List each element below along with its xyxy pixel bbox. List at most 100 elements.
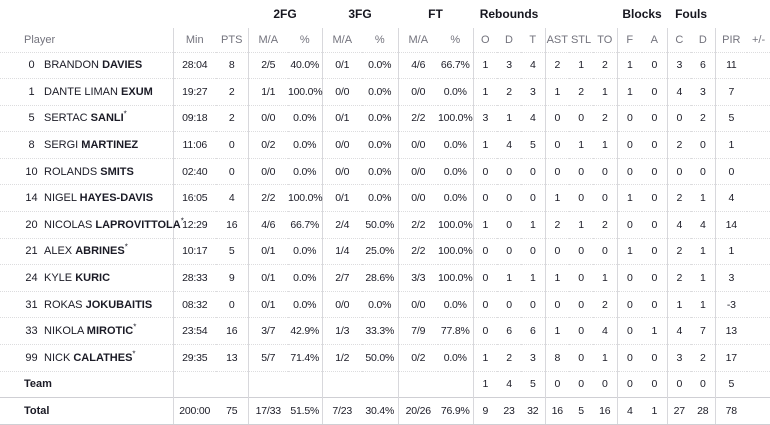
stat-ast: 0 [544, 237, 570, 265]
stat-reb-t: 0 [521, 237, 546, 265]
stat-blk-f: 0 [616, 344, 643, 372]
stat-3fg-pct: 0.0% [362, 104, 398, 132]
stat-ast: 1 [544, 317, 570, 345]
stat-3fg-ma: 2/7 [321, 264, 362, 292]
stat-to: 2 [593, 290, 618, 318]
stat-reb-t: 32 [521, 397, 546, 425]
stat-reb-t: 1 [521, 211, 546, 239]
player-row: 31 ROKAS JOKUBAITIS 08:32 0 0/1 0.0% 0/0 0.0% 0/… [0, 290, 770, 318]
starter-mark: * [124, 242, 128, 252]
stat-2fg-ma [247, 370, 288, 398]
stat-ast: 2 [544, 51, 570, 79]
stat-3fg-pct: 25.0% [362, 237, 398, 265]
stat-3fg-ma: 1/2 [321, 344, 362, 372]
player-name[interactable]: ROKAS JOKUBAITIS [44, 298, 153, 311]
stat-plusminus [747, 184, 770, 212]
stat-reb-t: 6 [521, 317, 546, 345]
player-name[interactable]: BRANDON DAVIES [44, 59, 143, 72]
total-row-label: Total [0, 397, 173, 425]
stat-2fg-pct: 0.0% [288, 104, 322, 132]
col-header-stl: STL [570, 33, 592, 46]
player-number: 31 [25, 298, 38, 311]
stat-reb-d: 1 [497, 104, 522, 132]
stat-reb-o: 1 [472, 131, 498, 159]
group-header-3fg: 3FG [348, 7, 372, 21]
player-number: 0 [28, 59, 35, 72]
stat-ft-ma: 2/2 [397, 104, 438, 132]
stat-reb-d: 0 [497, 157, 522, 185]
stat-reb-t: 0 [521, 157, 546, 185]
stat-foul-d: 28 [691, 397, 716, 425]
player-name[interactable]: NICK CALATHES* [44, 349, 136, 364]
stat-foul-d: 2 [691, 104, 716, 132]
stat-reb-d: 4 [497, 370, 522, 398]
player-number: 1 [28, 85, 35, 98]
stat-pts [216, 370, 248, 398]
stat-ft-pct: 0.0% [438, 78, 474, 106]
stat-pts: 0 [216, 157, 248, 185]
stat-2fg-ma: 2/5 [247, 51, 288, 79]
stat-foul-d: 4 [691, 211, 716, 239]
player-name[interactable]: DANTE LIMAN EXUM [44, 85, 153, 98]
stat-2fg-pct: 42.9% [288, 317, 322, 345]
stat-ft-pct: 0.0% [438, 290, 474, 318]
player-name[interactable]: NIGEL HAYES-DAVIS [44, 192, 154, 205]
stat-foul-c: 2 [666, 264, 692, 292]
stat-blk-f: 4 [616, 397, 643, 425]
player-row: 8 SERGI MARTINEZ 11:06 0 0/2 0.0% 0/0 0.0% 0/0 0.… [0, 131, 770, 159]
player-name[interactable]: NICOLAS LAPROVITTOLA* [44, 216, 184, 231]
stat-blk-a: 0 [642, 104, 668, 132]
column-header-row: Player Min PTS M/A % M/A % M/A % O D T A… [0, 28, 770, 52]
stat-reb-d: 6 [497, 317, 522, 345]
player-cell: 24 KYLE KURIC [0, 264, 173, 292]
stat-3fg-pct: 33.3% [362, 317, 398, 345]
stat-to: 4 [593, 317, 618, 345]
player-cell: 1 DANTE LIMAN EXUM [0, 78, 173, 106]
stat-ft-pct: 76.9% [438, 397, 474, 425]
stat-ft-pct: 0.0% [438, 344, 474, 372]
group-header-fouls: Fouls [675, 7, 708, 21]
stat-reb-d: 3 [497, 51, 522, 79]
player-name[interactable]: ALEX ABRINES* [44, 242, 128, 258]
stat-reb-t: 3 [521, 344, 546, 372]
stat-plusminus [747, 317, 770, 345]
stat-to: 0 [593, 237, 618, 265]
player-name[interactable]: NIKOLA MIROTIC* [44, 322, 137, 338]
stat-stl: 1 [569, 211, 594, 239]
stat-stl: 2 [569, 78, 594, 106]
player-name[interactable]: KYLE KURIC [44, 272, 111, 285]
stat-3fg-pct: 0.0% [362, 184, 398, 212]
stat-ft-pct: 0.0% [438, 157, 474, 185]
stat-2fg-ma: 0/1 [247, 237, 288, 265]
player-number: 33 [25, 325, 38, 338]
player-number: 99 [25, 351, 38, 364]
stat-foul-c: 0 [666, 370, 692, 398]
stat-pir: 1 [714, 237, 748, 265]
stat-foul-d: 2 [691, 344, 716, 372]
player-name[interactable]: ROLANDS SMITS [44, 165, 134, 178]
stat-ast: 8 [544, 344, 570, 372]
stat-blk-a: 0 [642, 184, 668, 212]
stat-min: 08:32 [172, 290, 216, 318]
player-number: 14 [25, 192, 38, 205]
stat-plusminus [747, 397, 770, 425]
stat-blk-a: 0 [642, 290, 668, 318]
stat-stl: 1 [569, 51, 594, 79]
player-name[interactable]: SERTAC SANLI* [44, 109, 127, 125]
col-header-min: Min [172, 28, 216, 52]
starter-mark: * [123, 109, 127, 119]
stat-foul-c: 2 [666, 131, 692, 159]
col-header-2fg-pct: % [299, 33, 310, 46]
col-header-2fg-ma: M/A [247, 28, 288, 52]
stat-stl: 1 [569, 131, 594, 159]
stat-plusminus [747, 78, 770, 106]
stat-to: 2 [593, 104, 618, 132]
stat-reb-d: 2 [497, 78, 522, 106]
player-row: 33 NIKOLA MIROTIC* 23:54 16 3/7 42.9% 1/3 33.3%… [0, 317, 770, 345]
stat-ft-ma [397, 370, 438, 398]
stat-foul-d: 1 [691, 264, 716, 292]
player-cell: 33 NIKOLA MIROTIC* [0, 317, 173, 345]
stat-2fg-pct: 40.0% [288, 51, 322, 79]
col-header-blk-a: A [650, 33, 658, 46]
player-name[interactable]: SERGI MARTINEZ [44, 139, 139, 152]
